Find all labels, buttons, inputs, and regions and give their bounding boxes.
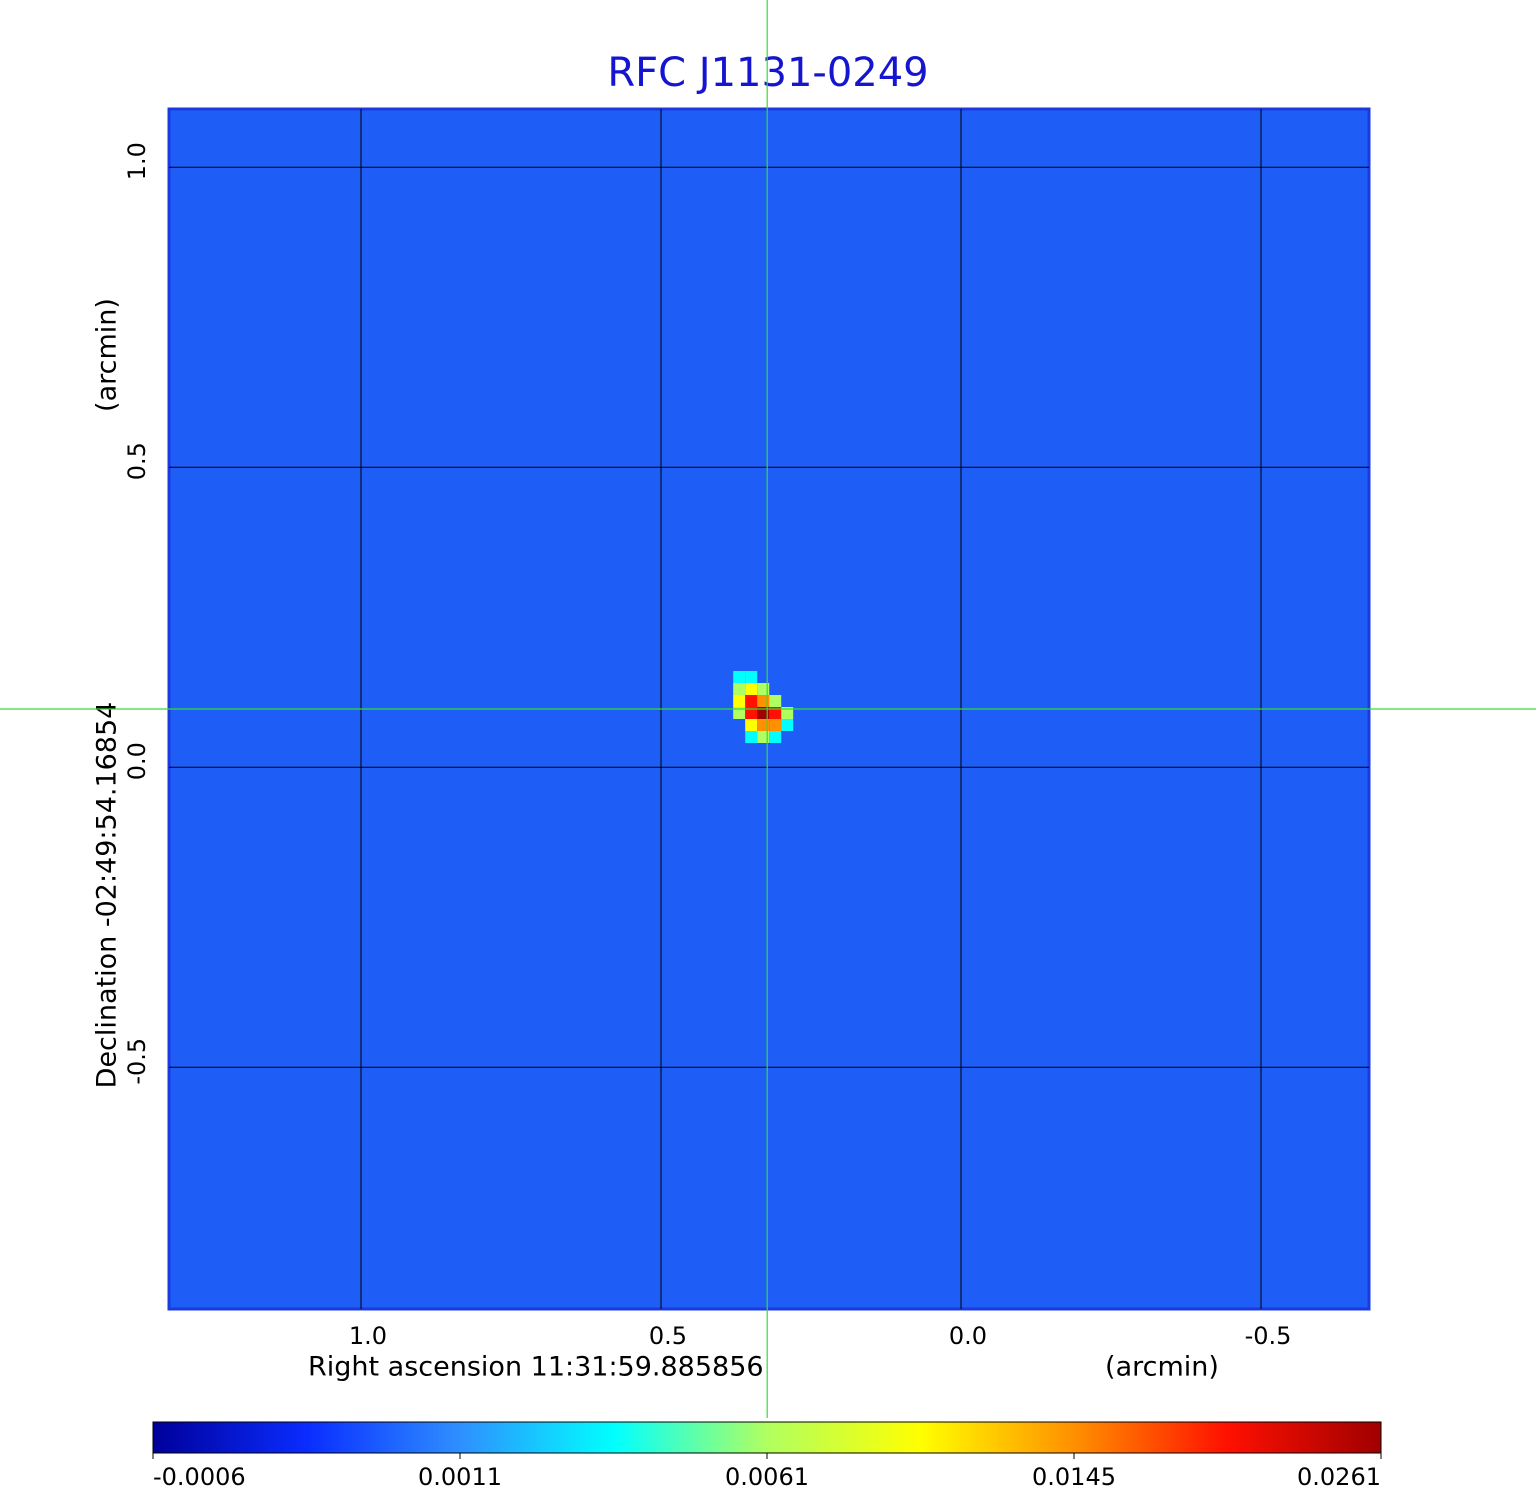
x-tick-label: -0.5 <box>1245 1322 1292 1350</box>
colorbar-tick-label: 0.0061 <box>725 1463 809 1491</box>
source-pixel <box>757 683 770 695</box>
source-pixel <box>733 707 746 719</box>
colorbar <box>152 1421 1382 1454</box>
source-pixel <box>745 695 758 707</box>
colorbar-tick-label: -0.0006 <box>153 1463 246 1491</box>
x-tick-label: 0.0 <box>949 1322 987 1350</box>
source-pixel <box>769 695 782 707</box>
y-tick-label: 0.5 <box>123 442 151 480</box>
source-pixel <box>745 719 758 731</box>
source-pixel <box>733 695 746 707</box>
x-axis-unit: (arcmin) <box>1105 1352 1219 1383</box>
x-tick-label: 0.5 <box>649 1322 687 1350</box>
source-pixel <box>781 719 794 731</box>
y-tick-label: -0.5 <box>123 1038 151 1085</box>
source-pixel <box>745 707 758 719</box>
source-pixel <box>757 731 770 743</box>
source-pixel <box>757 707 770 719</box>
source-pixel <box>733 671 746 683</box>
y-tick-label: 1.0 <box>123 142 151 180</box>
y-tick-label: 0.0 <box>123 742 151 780</box>
colorbar-tick-label: 0.0011 <box>418 1463 502 1491</box>
colorbar-tick-label: 0.0145 <box>1032 1463 1116 1491</box>
source-pixel <box>781 707 794 719</box>
colorbar-tick-label: 0.0261 <box>1297 1463 1381 1491</box>
source-pixel <box>757 719 770 731</box>
source-pixel <box>745 671 758 683</box>
chart-title: RFC J1131-0249 <box>607 50 928 96</box>
y-axis-unit: (arcmin) <box>92 298 123 412</box>
source-pixel <box>733 683 746 695</box>
source-pixel <box>745 731 758 743</box>
source-pixel <box>769 719 782 731</box>
y-axis-label: Declination -02:49:54.16854 <box>92 702 123 1089</box>
x-axis-label: Right ascension 11:31:59.885856 <box>308 1352 764 1383</box>
source-pixel <box>757 695 770 707</box>
x-tick-label: 1.0 <box>349 1322 387 1350</box>
source-pixel <box>745 683 758 695</box>
source-pixel <box>769 707 782 719</box>
source-pixel <box>769 731 782 743</box>
